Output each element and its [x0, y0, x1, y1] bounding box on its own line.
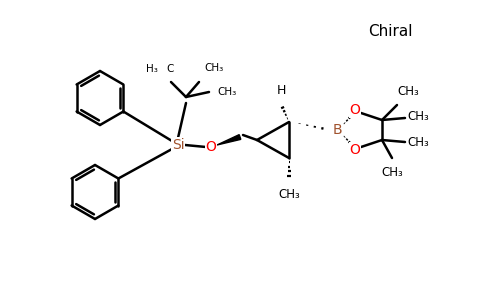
- Text: C: C: [166, 64, 173, 74]
- Text: H: H: [276, 84, 286, 97]
- Text: CH₃: CH₃: [397, 85, 419, 98]
- Text: B: B: [332, 123, 342, 137]
- Text: CH₃: CH₃: [407, 136, 429, 148]
- Text: CH₃: CH₃: [204, 63, 223, 73]
- Text: Si: Si: [172, 138, 184, 152]
- Text: Chiral: Chiral: [368, 25, 412, 40]
- Text: CH₃: CH₃: [381, 166, 403, 179]
- Text: CH₃: CH₃: [217, 87, 236, 97]
- Text: H₃: H₃: [146, 64, 158, 74]
- Text: CH₃: CH₃: [407, 110, 429, 124]
- Text: O: O: [349, 143, 361, 157]
- Text: O: O: [206, 140, 216, 154]
- Polygon shape: [217, 135, 241, 145]
- Text: CH₃: CH₃: [278, 188, 300, 201]
- Text: O: O: [349, 103, 361, 117]
